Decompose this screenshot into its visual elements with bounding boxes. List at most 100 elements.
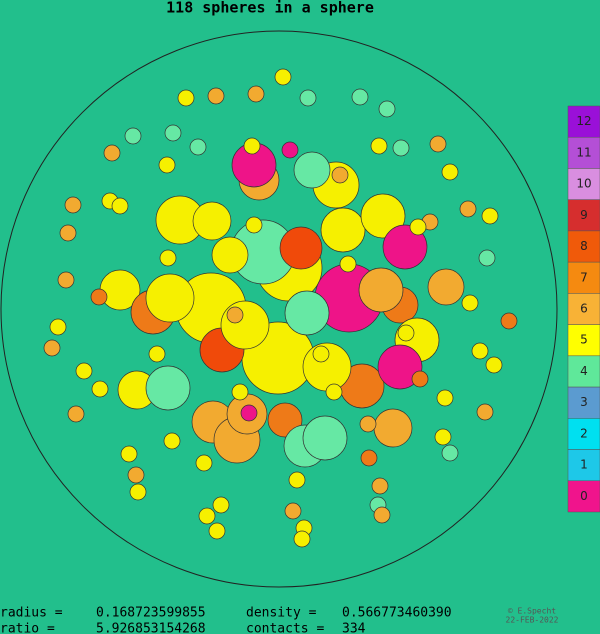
sphere (207, 87, 225, 105)
radius-value: 0.168723599855 (96, 606, 206, 621)
legend-label: 5 (580, 333, 588, 347)
legend-label: 12 (576, 114, 591, 128)
sphere (226, 306, 244, 324)
sphere (208, 522, 226, 540)
legend-swatch (567, 105, 600, 138)
sphere (220, 300, 270, 350)
credit-date: 22-FEB-2022 (506, 616, 559, 625)
sphere (64, 196, 82, 214)
sphere (476, 403, 494, 421)
sphere (189, 138, 207, 156)
sphere (378, 100, 396, 118)
legend-swatch (567, 136, 600, 169)
legend-label: 2 (580, 426, 588, 440)
sphere (436, 389, 454, 407)
sphere (243, 137, 261, 155)
sphere (159, 249, 177, 267)
ratio-value: 5.926853154268 (96, 622, 206, 634)
legend-label: 7 (580, 270, 588, 284)
sphere (67, 405, 85, 423)
legend-label: 1 (580, 458, 588, 472)
sphere (471, 342, 489, 360)
sphere (198, 507, 216, 525)
sphere (293, 530, 311, 548)
sphere (371, 477, 389, 495)
sphere (274, 68, 292, 86)
legend-label: 0 (580, 489, 588, 503)
sphere (377, 344, 423, 390)
sphere (397, 324, 415, 342)
contacts-label: contacts = (246, 622, 324, 634)
sphere (247, 85, 265, 103)
sphere (195, 454, 213, 472)
sphere (302, 415, 348, 461)
sphere (120, 445, 138, 463)
sphere (339, 255, 357, 273)
title: 118 spheres in a sphere (166, 0, 374, 17)
sphere (299, 89, 317, 107)
sphere (360, 193, 406, 239)
spheres (43, 68, 518, 548)
sphere (325, 383, 343, 401)
density-value: 0.566773460390 (342, 606, 452, 621)
sphere (91, 380, 109, 398)
contacts-value: 334 (342, 622, 366, 634)
sphere (373, 506, 391, 524)
sphere (164, 124, 182, 142)
sphere (481, 207, 499, 225)
legend-swatch (567, 324, 600, 357)
sphere (485, 356, 503, 374)
sphere (163, 432, 181, 450)
sphere (145, 365, 191, 411)
sphere (429, 135, 447, 153)
sphere (177, 89, 195, 107)
density-label: density = (246, 606, 317, 621)
sphere (59, 224, 77, 242)
sphere (231, 383, 249, 401)
sphere (461, 294, 479, 312)
sphere (284, 502, 302, 520)
legend-swatch (567, 293, 600, 325)
sphere (411, 370, 429, 388)
legend-swatch (567, 199, 600, 232)
sphere (441, 163, 459, 181)
legend-label: 4 (580, 364, 588, 378)
sphere (359, 415, 377, 433)
sphere (331, 166, 349, 184)
legend-label: 11 (576, 145, 591, 159)
legend-label: 9 (580, 208, 588, 222)
credit-author: © E.Specht (508, 607, 556, 616)
sphere (360, 449, 378, 467)
legend-label: 10 (576, 177, 591, 191)
sphere (111, 197, 129, 215)
sphere (293, 151, 331, 189)
sphere (49, 318, 67, 336)
sphere (212, 496, 230, 514)
legend-label: 8 (580, 239, 588, 253)
legend-swatch (567, 418, 600, 450)
sphere (409, 218, 427, 236)
sphere (373, 408, 413, 448)
sphere (382, 224, 428, 270)
sphere (129, 483, 147, 501)
sphere (240, 404, 258, 422)
sphere (148, 345, 166, 363)
sphere (124, 127, 142, 145)
sphere (351, 88, 369, 106)
sphere (427, 268, 465, 306)
sphere (211, 236, 249, 274)
sphere (441, 444, 459, 462)
sphere (459, 200, 477, 218)
sphere (127, 466, 145, 484)
ratio-label: ratio = (0, 622, 55, 634)
sphere (320, 207, 366, 253)
sphere (434, 428, 452, 446)
legend-swatch (567, 386, 600, 419)
legend-label: 3 (580, 395, 588, 409)
legend-swatch (567, 480, 600, 513)
sphere (43, 339, 61, 357)
sphere (370, 137, 388, 155)
sphere (103, 144, 121, 162)
sphere (392, 139, 410, 157)
